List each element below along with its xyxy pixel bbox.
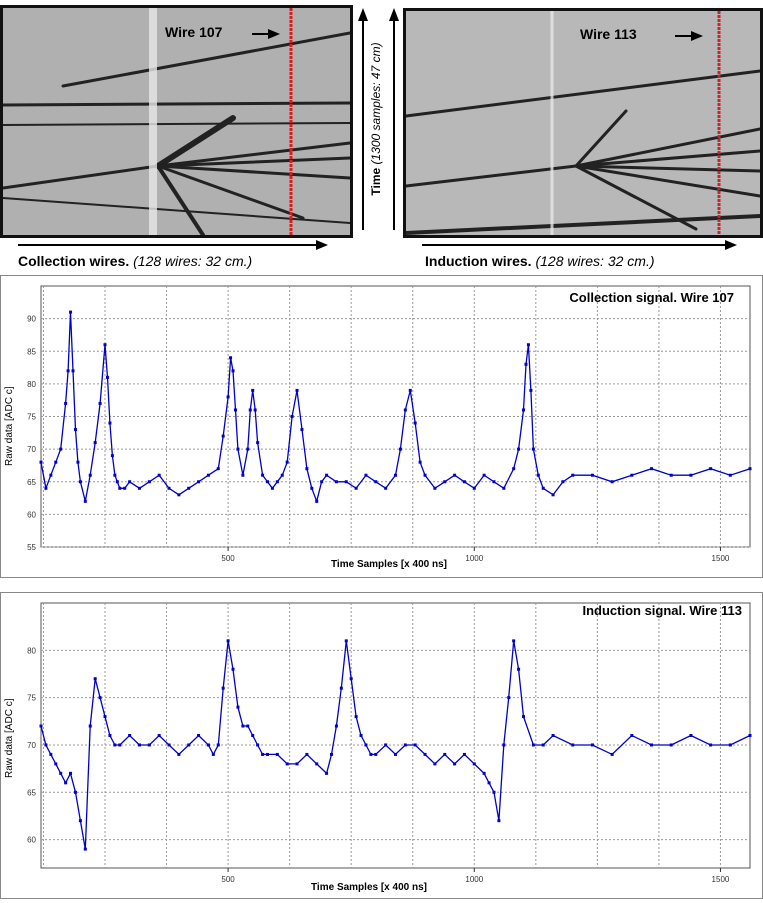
- induction-plot-svg: 60 65 70 75 80 500 1000 1500: [27, 602, 752, 884]
- collection-tracks-svg: [3, 8, 350, 235]
- time-axis-title: Time: [369, 167, 383, 196]
- x-tick-label: 1500: [712, 554, 730, 563]
- y-tick-label: 70: [27, 741, 36, 750]
- collection-axis-title: Collection wires.: [18, 253, 130, 269]
- y-tick-label: 90: [27, 315, 36, 324]
- particle-track: [156, 164, 350, 180]
- particle-track: [406, 164, 578, 188]
- induction-axis-head: [725, 240, 737, 250]
- y-tick-label: 75: [27, 694, 36, 703]
- wire-107-arrow-head: [268, 29, 280, 39]
- collection-plot-svg: 55 60 65 70 75 80 85 90 500 1000 1500: [27, 285, 752, 563]
- time-axis: [354, 5, 403, 235]
- wire-113-label: Wire 113: [580, 26, 637, 42]
- time-axis-arrows: [358, 8, 399, 230]
- particle-track: [406, 69, 760, 118]
- wire-113-arrow-head: [691, 31, 703, 41]
- induction-plot-title: Induction signal. Wire 113: [582, 603, 742, 618]
- particle-track: [156, 156, 350, 168]
- x-tick-label: 500: [221, 554, 235, 563]
- particle-track: [3, 101, 350, 107]
- collection-axis-line: [18, 244, 318, 246]
- y-tick-label: 70: [27, 445, 36, 454]
- signal-point: [39, 460, 43, 464]
- collection-y-axis-label: Raw data [ADC c]: [4, 386, 15, 466]
- induction-axis-label: Induction wires. (128 wires: 32 cm.): [425, 253, 655, 269]
- particle-track: [61, 31, 350, 88]
- x-tick-label: 1500: [712, 875, 730, 884]
- time-axis-detail: (1300 samples: 47 cm): [369, 42, 383, 165]
- induction-axis-title: Induction wires.: [425, 253, 532, 269]
- particle-track: [574, 164, 760, 198]
- y-tick-label: 55: [27, 543, 36, 552]
- particle-track: [3, 164, 160, 190]
- collection-axis-head: [316, 240, 328, 250]
- y-tick-label: 65: [27, 788, 36, 797]
- particle-track: [574, 164, 698, 231]
- particle-track: [3, 122, 350, 126]
- particle-track: [406, 214, 760, 235]
- y-tick-label: 65: [27, 478, 36, 487]
- particle-track: [156, 164, 205, 235]
- y-tick-label: 60: [27, 510, 36, 519]
- induction-axis-line: [422, 244, 727, 246]
- y-tick-label: 75: [27, 413, 36, 422]
- collection-x-axis-label: Time Samples [x 400 ns]: [331, 559, 447, 570]
- wire-113-arrow: [675, 35, 693, 37]
- x-tick-label: 500: [221, 875, 235, 884]
- induction-tracks-svg: [406, 11, 760, 235]
- y-tick-label: 85: [27, 347, 36, 356]
- induction-axis-detail: (128 wires: 32 cm.): [535, 253, 655, 269]
- induction-view-image: [403, 8, 763, 238]
- plot-area: [40, 285, 751, 548]
- particle-track: [155, 115, 236, 169]
- induction-y-axis-label: Raw data [ADC c]: [4, 698, 15, 778]
- collection-axis-detail: (128 wires: 32 cm.): [133, 253, 253, 269]
- particle-track: [574, 149, 760, 168]
- collection-axis-label: Collection wires. (128 wires: 32 cm.): [18, 253, 252, 269]
- collection-view-image: [0, 5, 353, 238]
- time-axis-label: Time (1300 samples: 47 cm): [369, 39, 383, 199]
- wire-107-label: Wire 107: [165, 24, 223, 40]
- y-tick-label: 80: [27, 380, 36, 389]
- particle-track: [156, 164, 305, 220]
- x-tick-label: 1000: [465, 554, 483, 563]
- signal-series-line: [40, 640, 751, 850]
- signal-series-line: [40, 312, 751, 504]
- particle-track: [574, 109, 628, 168]
- collection-plot: 55 60 65 70 75 80 85 90 500 1000 1500 Collection s…: [0, 275, 763, 578]
- wire-107-arrow: [252, 33, 270, 35]
- collection-plot-title: Collection signal. Wire 107: [569, 290, 734, 305]
- x-tick-label: 1000: [465, 875, 483, 884]
- plot-area: [40, 602, 751, 869]
- y-tick-label: 60: [27, 836, 36, 845]
- particle-track: [574, 164, 760, 173]
- induction-x-axis-label: Time Samples [x 400 ns]: [311, 882, 427, 893]
- particle-track: [156, 141, 350, 168]
- particle-track: [574, 127, 760, 168]
- detector-background: [406, 11, 760, 235]
- y-tick-label: 80: [27, 646, 36, 655]
- induction-plot: 60 65 70 75 80 500 1000 1500 Induction signal. …: [0, 592, 763, 899]
